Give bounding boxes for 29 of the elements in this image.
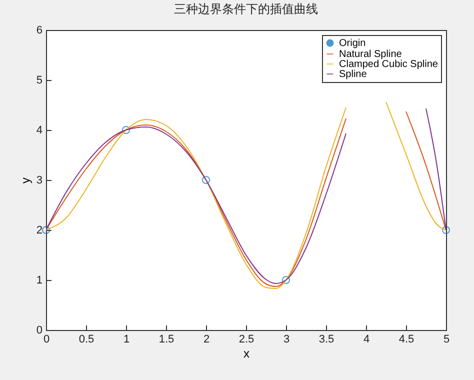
x-tick-label: 2 [203,334,210,346]
legend-label: Clamped Cubic Spline [339,59,438,70]
legend-label: Natural Spline [339,49,402,60]
point [122,126,130,134]
x-tick-label: 3 [283,334,290,346]
x-tick-label: 4.5 [398,334,414,346]
legend-label: Spline [339,69,368,80]
y-tick-label: 5 [36,74,42,86]
y-tick-label: 2 [36,224,42,236]
x-axis-title: x [244,346,250,360]
y-tick-label: 1 [36,274,42,286]
chart-title: 三种边界条件下的插值曲线 [174,2,318,16]
y-axis-title: y [18,178,32,184]
x-tick-label: 5 [443,334,450,346]
point [282,276,290,284]
x-tick-label: 4 [363,334,370,346]
y-tick-label: 3 [36,174,42,186]
x-tick-label: 2.5 [238,334,254,346]
y-tick-label: 6 [36,24,42,36]
x-tick-label: 1.5 [158,334,174,346]
x-tick-label: 1 [123,334,130,346]
y-tick-label: 0 [36,324,42,336]
point [42,226,50,234]
x-tick-label: 0.5 [78,334,94,346]
point [442,226,450,234]
legend-label: Origin [339,38,366,49]
point [202,176,210,184]
x-tick-label: 3.5 [318,334,334,346]
y-tick-label: 4 [36,124,42,136]
